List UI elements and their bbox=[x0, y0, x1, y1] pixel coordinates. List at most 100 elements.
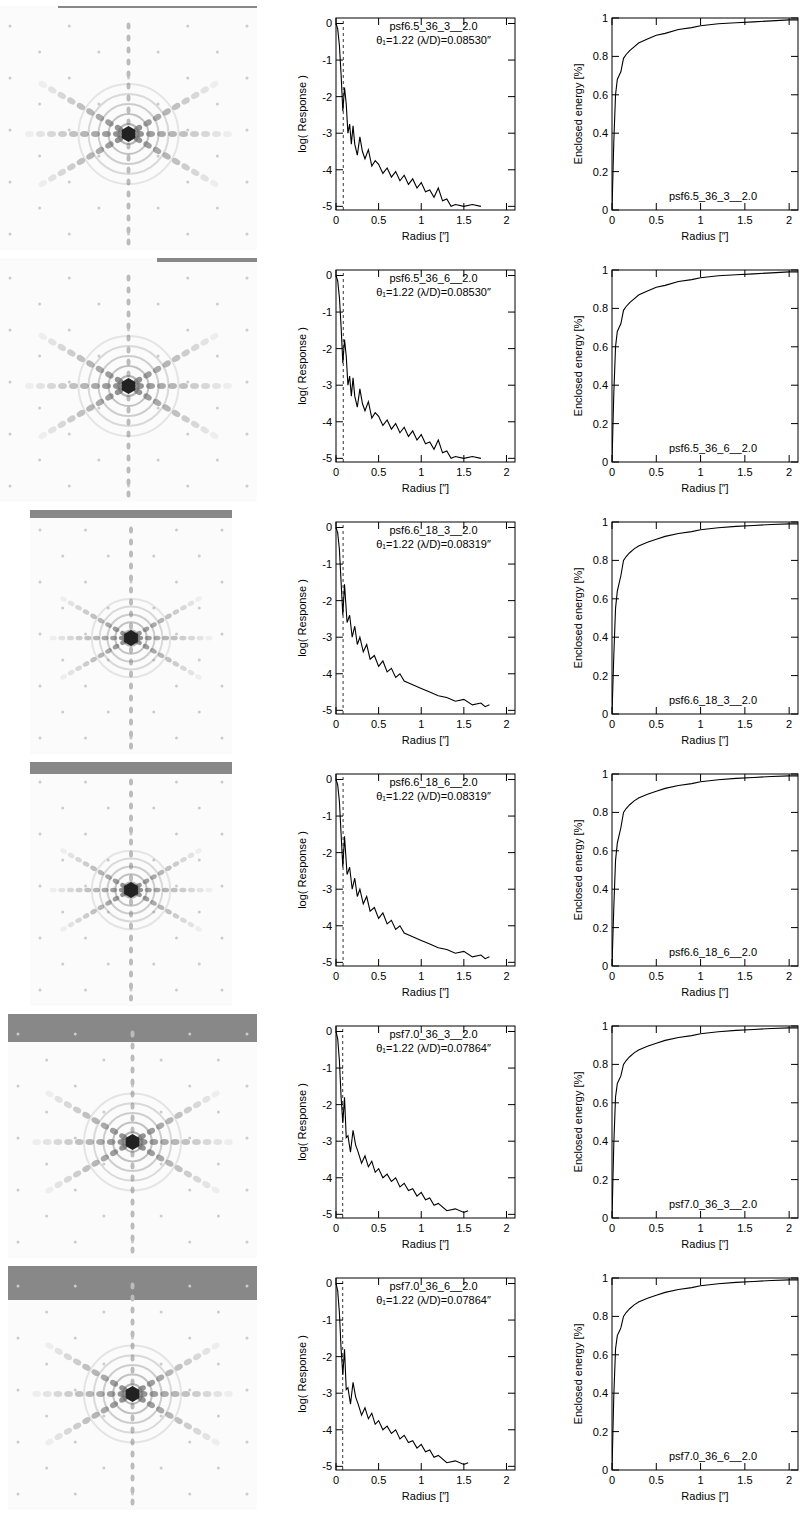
psf-image bbox=[30, 510, 232, 754]
speckle bbox=[221, 781, 224, 784]
ring bbox=[99, 104, 159, 164]
x-tick bbox=[700, 707, 701, 714]
speckle bbox=[186, 181, 189, 184]
spike bbox=[72, 1421, 82, 1430]
x-tick bbox=[744, 1463, 745, 1470]
x-tick bbox=[506, 203, 507, 210]
spike bbox=[205, 636, 212, 641]
spike bbox=[179, 888, 186, 893]
spike-dot bbox=[129, 623, 133, 630]
y-tick bbox=[336, 312, 343, 313]
y-tick bbox=[336, 779, 343, 780]
spike bbox=[25, 131, 34, 137]
y-axis-title: log( Response ) bbox=[296, 327, 308, 405]
spike-dot bbox=[127, 47, 131, 54]
y-axis-title: Enclosed energy [%] bbox=[572, 316, 584, 417]
x-tick bbox=[378, 1026, 379, 1033]
speckle bbox=[246, 1285, 249, 1288]
spike bbox=[72, 1357, 82, 1366]
psf-image bbox=[30, 762, 232, 1006]
core bbox=[126, 1386, 140, 1402]
y-tick bbox=[336, 206, 343, 207]
spike bbox=[201, 383, 210, 389]
spike-dot bbox=[127, 311, 131, 318]
x-tick bbox=[700, 455, 701, 462]
y-axis-title: Enclosed energy [%] bbox=[572, 64, 584, 165]
speckle bbox=[84, 633, 87, 636]
spike-dot bbox=[131, 1163, 135, 1170]
speckle bbox=[39, 633, 42, 636]
spike bbox=[64, 1139, 73, 1145]
speckle bbox=[198, 859, 201, 862]
plot-area bbox=[336, 270, 481, 462]
image-ground bbox=[8, 1014, 257, 1258]
x-tick-label: 0 bbox=[333, 466, 339, 478]
spike bbox=[56, 91, 67, 101]
speckle bbox=[217, 1363, 220, 1366]
x-tick bbox=[421, 203, 422, 210]
x-tick-label: 0 bbox=[333, 970, 339, 982]
y-tick bbox=[336, 1031, 343, 1032]
x-axis-title: Radius [″] bbox=[402, 734, 449, 746]
x-tick bbox=[744, 959, 745, 966]
y-tick-label: -5 bbox=[322, 452, 332, 464]
spike bbox=[179, 604, 187, 612]
ring bbox=[115, 622, 146, 653]
speckle bbox=[68, 233, 71, 236]
y-tick bbox=[612, 1316, 619, 1317]
y-tick-label: 1 bbox=[602, 1272, 608, 1284]
spike bbox=[66, 162, 77, 172]
y-tick-label: -1 bbox=[322, 306, 332, 318]
y-tick bbox=[508, 710, 515, 711]
speckle bbox=[68, 381, 71, 384]
y-tick bbox=[791, 1470, 798, 1471]
x-axis-title: Radius [″] bbox=[681, 1238, 728, 1250]
y-tick bbox=[508, 206, 515, 207]
y-tick bbox=[612, 1470, 619, 1471]
plot-area bbox=[612, 1280, 798, 1470]
spike bbox=[69, 383, 78, 389]
spike-dot bbox=[129, 647, 133, 654]
curve bbox=[612, 272, 798, 462]
speckle bbox=[186, 485, 189, 488]
speckle bbox=[198, 911, 201, 914]
spike-dot bbox=[131, 1451, 135, 1458]
chart: 00.511.52-5-4-3-2-10Radius [″]log( Respo… bbox=[296, 521, 515, 746]
y-tick-label: -2 bbox=[322, 91, 332, 103]
speckle bbox=[39, 989, 42, 992]
x-tick bbox=[656, 1278, 657, 1285]
x-tick bbox=[789, 455, 790, 462]
speckle bbox=[216, 459, 219, 462]
y-tick bbox=[336, 1429, 343, 1430]
y-tick bbox=[336, 1466, 343, 1467]
y-tick bbox=[508, 275, 515, 276]
speckle bbox=[246, 1033, 249, 1036]
speckle bbox=[17, 1189, 20, 1192]
x-tick bbox=[789, 522, 790, 529]
y-tick-label: 0 bbox=[602, 204, 608, 216]
speckle bbox=[246, 277, 249, 280]
spike bbox=[190, 420, 201, 430]
x-tick bbox=[506, 707, 507, 714]
spike bbox=[44, 1185, 54, 1194]
speckle bbox=[221, 937, 224, 940]
speckle bbox=[217, 1215, 220, 1218]
spike-dot bbox=[127, 167, 131, 174]
x-tick-label: 1.5 bbox=[456, 466, 471, 478]
spike-dot bbox=[129, 779, 133, 786]
spike-dot bbox=[129, 563, 133, 570]
x-tick bbox=[700, 959, 701, 966]
x-tick-label: 0.5 bbox=[649, 214, 664, 226]
plot-area bbox=[612, 272, 798, 462]
y-tick bbox=[612, 889, 619, 890]
y-tick bbox=[508, 312, 515, 313]
title: psf7.0_36_3__2.0 bbox=[669, 1198, 757, 1210]
x-tick bbox=[656, 959, 657, 966]
speckle bbox=[152, 711, 155, 714]
x-tick-label: 0 bbox=[333, 718, 339, 730]
x-tick bbox=[744, 18, 745, 25]
spike-dot bbox=[131, 1475, 135, 1482]
speckle bbox=[97, 303, 100, 306]
spike bbox=[44, 1341, 54, 1350]
ring bbox=[123, 630, 139, 646]
